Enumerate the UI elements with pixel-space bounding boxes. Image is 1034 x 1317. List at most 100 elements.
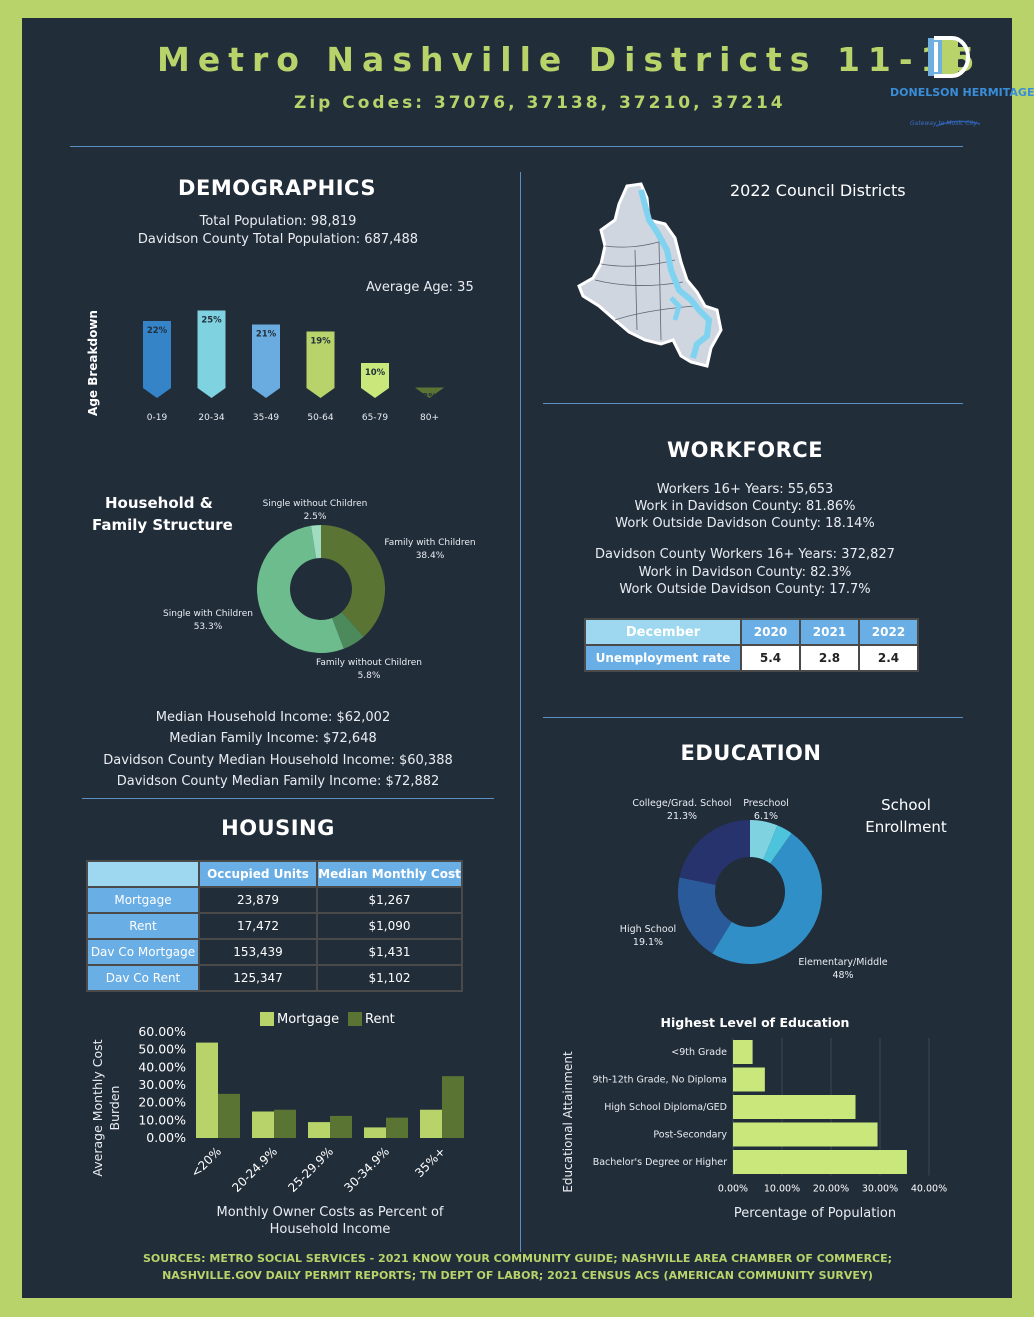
median-household-income: Median Household Income: $62,002 [155, 710, 391, 725]
housing-header-cell: Occupied Units [198, 860, 318, 888]
map-title: 2022 Council Districts [730, 181, 906, 200]
education-x-tick: 40.00% [911, 1184, 947, 1195]
school-enrollment-chart: Preschool 6.1% Elementary/Middle 48% High Sc… [620, 798, 888, 981]
enrollment-slice-label: Preschool [743, 798, 789, 809]
household-title-2: Family Structure [92, 516, 233, 534]
header-divider [70, 146, 963, 147]
enrollment-slice [678, 877, 732, 954]
enrollment-slice [763, 825, 792, 864]
age-breakdown-chart: 22% 0-19 25% 20-34 21% 35-49 19% 50-64 10% 65-79 3… [143, 310, 444, 423]
education-x-tick: 0.00% [718, 1184, 748, 1195]
housing-table: Occupied Units Median Monthly Cost Mortg… [86, 860, 463, 992]
education-category-label: Post-Secondary [653, 1130, 727, 1141]
housing-header-cell: Median Monthly Cost [316, 860, 463, 888]
education-x-tick: 20.00% [813, 1184, 849, 1195]
enrollment-slice-value: 19.1% [633, 937, 663, 948]
age-category-label: 50-64 [307, 413, 333, 423]
age-category-label: 20-34 [198, 413, 224, 423]
table-row: Rent 17,472 $1,090 [86, 912, 463, 940]
enrollment-slice-value: 21.3% [667, 811, 697, 822]
zip-codes: Zip Codes: 37076, 37138, 37210, 37214 [294, 93, 786, 113]
legend-label: Rent [365, 1012, 395, 1027]
housing-cell: 23,879 [198, 886, 318, 914]
burden-x-label: Household Income [270, 1222, 391, 1237]
burden-y-tick: 20.00% [138, 1095, 186, 1110]
enrollment-slice-label: College/Grad. School [632, 798, 731, 809]
household-slice-value: 53.3% [194, 622, 223, 632]
education-level-chart: Highest Level of Education 0.00% 10.00% 20.… [561, 1015, 947, 1221]
logo: DONELSON HERMITAGE Gateway to Music City [890, 34, 1034, 134]
age-category-label: 80+ [420, 413, 439, 423]
burden-x-tick: 20-24.9% [229, 1144, 280, 1195]
total-population: Total Population: 98,819 [199, 214, 357, 229]
council-district-map [577, 182, 723, 368]
demographics-divider [82, 798, 494, 799]
burden-x-tick: <20% [188, 1144, 224, 1180]
household-slice [257, 525, 344, 653]
education-x-label: Percentage of Population [734, 1206, 896, 1221]
education-bar [733, 1122, 878, 1147]
age-bar [252, 324, 280, 398]
enrollment-title-1: School [881, 796, 931, 814]
unemployment-row-label: Unemployment rate [584, 644, 742, 672]
household-slice [321, 525, 385, 637]
education-x-tick: 30.00% [862, 1184, 898, 1195]
household-slice [310, 525, 321, 559]
housing-cell: 17,472 [198, 912, 318, 940]
burden-bar [218, 1093, 240, 1138]
housing-table-header: Occupied Units Median Monthly Cost [86, 860, 463, 888]
household-slice-value: 2.5% [304, 512, 327, 522]
page-title: Metro Nashville Districts 11-15 [157, 40, 983, 79]
education-category-label: High School Diploma/GED [604, 1102, 727, 1113]
housing-row-label: Rent [86, 912, 200, 940]
workforce-heading: WORKFORCE [666, 438, 824, 462]
district-boundary [594, 239, 696, 321]
burden-y-tick: 40.00% [138, 1059, 186, 1074]
workforce-line: Workers 16+ Years: 55,653 [656, 482, 834, 497]
burden-y-label: Burden [107, 1086, 122, 1131]
age-category-label: 35-49 [253, 413, 279, 423]
district-boundary [634, 241, 662, 341]
burden-bar [252, 1111, 274, 1138]
housing-cell: 125,347 [198, 964, 318, 992]
legend-swatch [348, 1012, 362, 1026]
burden-y-label: Average Monthly Cost [90, 1039, 105, 1176]
county-population: Davidson County Total Population: 687,48… [137, 232, 419, 247]
sources-line-1: SOURCES: METRO SOCIAL SERVICES - 2021 KN… [142, 1252, 893, 1265]
burden-x-tick: 35%+ [412, 1144, 448, 1180]
burden-y-tick: 60.00% [138, 1024, 186, 1039]
burden-y-tick: 30.00% [138, 1077, 186, 1092]
housing-cell: $1,102 [316, 964, 463, 992]
age-bar-label: 10% [365, 368, 386, 378]
age-bar [143, 321, 171, 398]
unemployment-header-cell: 2021 [799, 618, 860, 646]
household-donut-chart: Family with Children 38.4% Family without … [163, 499, 476, 681]
household-slice-label: Single without Children [263, 499, 368, 509]
unemployment-cell: 2.8 [799, 644, 860, 672]
unemployment-header-cell: December [584, 618, 742, 646]
logo-mark-icon [928, 36, 981, 127]
enrollment-slice [679, 820, 750, 885]
age-bar-label: 3% [422, 393, 437, 403]
burden-bar [364, 1127, 386, 1138]
median-family-income: Median Family Income: $72,648 [169, 731, 377, 746]
education-category-label: <9th Grade [671, 1047, 727, 1058]
enrollment-slice-label: High School [620, 924, 676, 935]
unemployment-cell: 5.4 [740, 644, 801, 672]
housing-header-cell [86, 860, 200, 888]
education-heading: EDUCATION [680, 741, 822, 765]
burden-x-tick: 25-29.9% [285, 1144, 336, 1195]
education-bar [733, 1040, 753, 1064]
household-slice [332, 612, 364, 649]
age-axis-label: Age Breakdown [86, 310, 100, 416]
age-bar [306, 331, 335, 398]
age-bar-label: 25% [201, 316, 222, 326]
workforce-line: Work in Davidson County: 81.86% [634, 499, 856, 514]
enrollment-slice [750, 820, 778, 860]
household-slice-label: Family without Children [316, 658, 422, 668]
table-row: Dav Co Mortgage 153,439 $1,431 [86, 938, 463, 966]
housing-row-label: Dav Co Mortgage [86, 938, 200, 966]
burden-bar [420, 1109, 442, 1138]
workforce-line: Work in Davidson County: 82.3% [638, 565, 852, 580]
workforce-divider [543, 717, 963, 718]
